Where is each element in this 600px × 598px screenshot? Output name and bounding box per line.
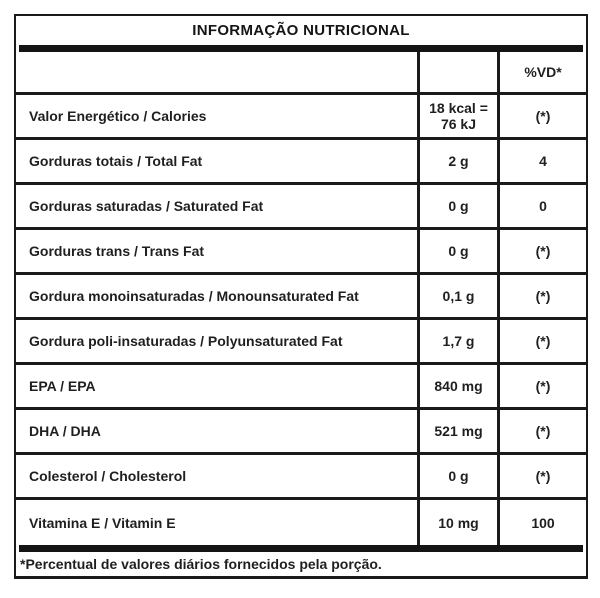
table-row: Colesterol / Cholesterol 0 g (*) <box>16 455 586 500</box>
nutrient-dv: (*) <box>535 468 551 484</box>
nutrition-table: INFORMAÇÃO NUTRICIONAL %VD* Valor Energé… <box>14 14 588 579</box>
nutrient-label: Valor Energético / Calories <box>16 95 420 137</box>
nutrient-label: DHA / DHA <box>16 410 420 452</box>
nutrient-value: 840 mg <box>420 365 500 407</box>
nutrient-value: 2 g <box>420 140 500 182</box>
table-row: Vitamina E / Vitamin E 10 mg 100 <box>16 500 586 545</box>
nutrient-label: Vitamina E / Vitamin E <box>16 500 420 545</box>
table-row: DHA / DHA 521 mg (*) <box>16 410 586 455</box>
nutrient-value: 0 g <box>420 230 500 272</box>
table-row: EPA / EPA 840 mg (*) <box>16 365 586 410</box>
nutrient-dv: 4 <box>539 153 547 169</box>
nutrient-label: Gorduras trans / Trans Fat <box>16 230 420 272</box>
nutrient-label: Colesterol / Cholesterol <box>16 455 420 497</box>
title-separator-bar <box>19 45 583 52</box>
nutrient-value: 1,7 g <box>420 320 500 362</box>
nutrient-dv: (*) <box>535 333 551 349</box>
table-row: Gorduras trans / Trans Fat 0 g (*) <box>16 230 586 275</box>
nutrient-label: Gordura monoinsaturadas / Monounsaturate… <box>16 275 420 317</box>
table-row: Gorduras saturadas / Saturated Fat 0 g 0 <box>16 185 586 230</box>
nutrient-value: 0,1 g <box>420 275 500 317</box>
table-row: Gordura poli-insaturadas / Polyunsaturat… <box>16 320 586 365</box>
nutrient-dv: (*) <box>535 108 551 124</box>
nutrient-dv: (*) <box>535 378 551 394</box>
header-value-cell <box>420 52 500 92</box>
nutrient-value: 0 g <box>420 185 500 227</box>
footnote: *Percentual de valores diários fornecido… <box>20 556 382 572</box>
nutrient-dv: (*) <box>535 288 551 304</box>
table-header-row: %VD* <box>16 52 586 95</box>
nutrient-dv: 100 <box>531 514 555 531</box>
nutrient-label: EPA / EPA <box>16 365 420 407</box>
nutrient-label: Gorduras totais / Total Fat <box>16 140 420 182</box>
nutrient-label: Gorduras saturadas / Saturated Fat <box>16 185 420 227</box>
table-row: Valor Energético / Calories 18 kcal = 76… <box>16 95 586 140</box>
nutrient-value: 18 kcal = 76 kJ <box>420 95 500 137</box>
table-row: Gordura monoinsaturadas / Monounsaturate… <box>16 275 586 320</box>
nutrient-value: 0 g <box>420 455 500 497</box>
nutrient-value: 10 mg <box>420 500 500 545</box>
nutrient-value: 521 mg <box>420 410 500 452</box>
nutrient-dv: (*) <box>535 423 551 439</box>
nutrient-dv: (*) <box>535 243 551 259</box>
table-title: INFORMAÇÃO NUTRICIONAL <box>192 22 410 39</box>
column-header-vd: %VD* <box>524 64 562 80</box>
header-label-cell <box>16 52 420 92</box>
footnote-separator-bar <box>19 545 583 552</box>
table-row: Gorduras totais / Total Fat 2 g 4 <box>16 140 586 185</box>
nutrient-dv: 0 <box>539 198 547 214</box>
nutrient-label: Gordura poli-insaturadas / Polyunsaturat… <box>16 320 420 362</box>
